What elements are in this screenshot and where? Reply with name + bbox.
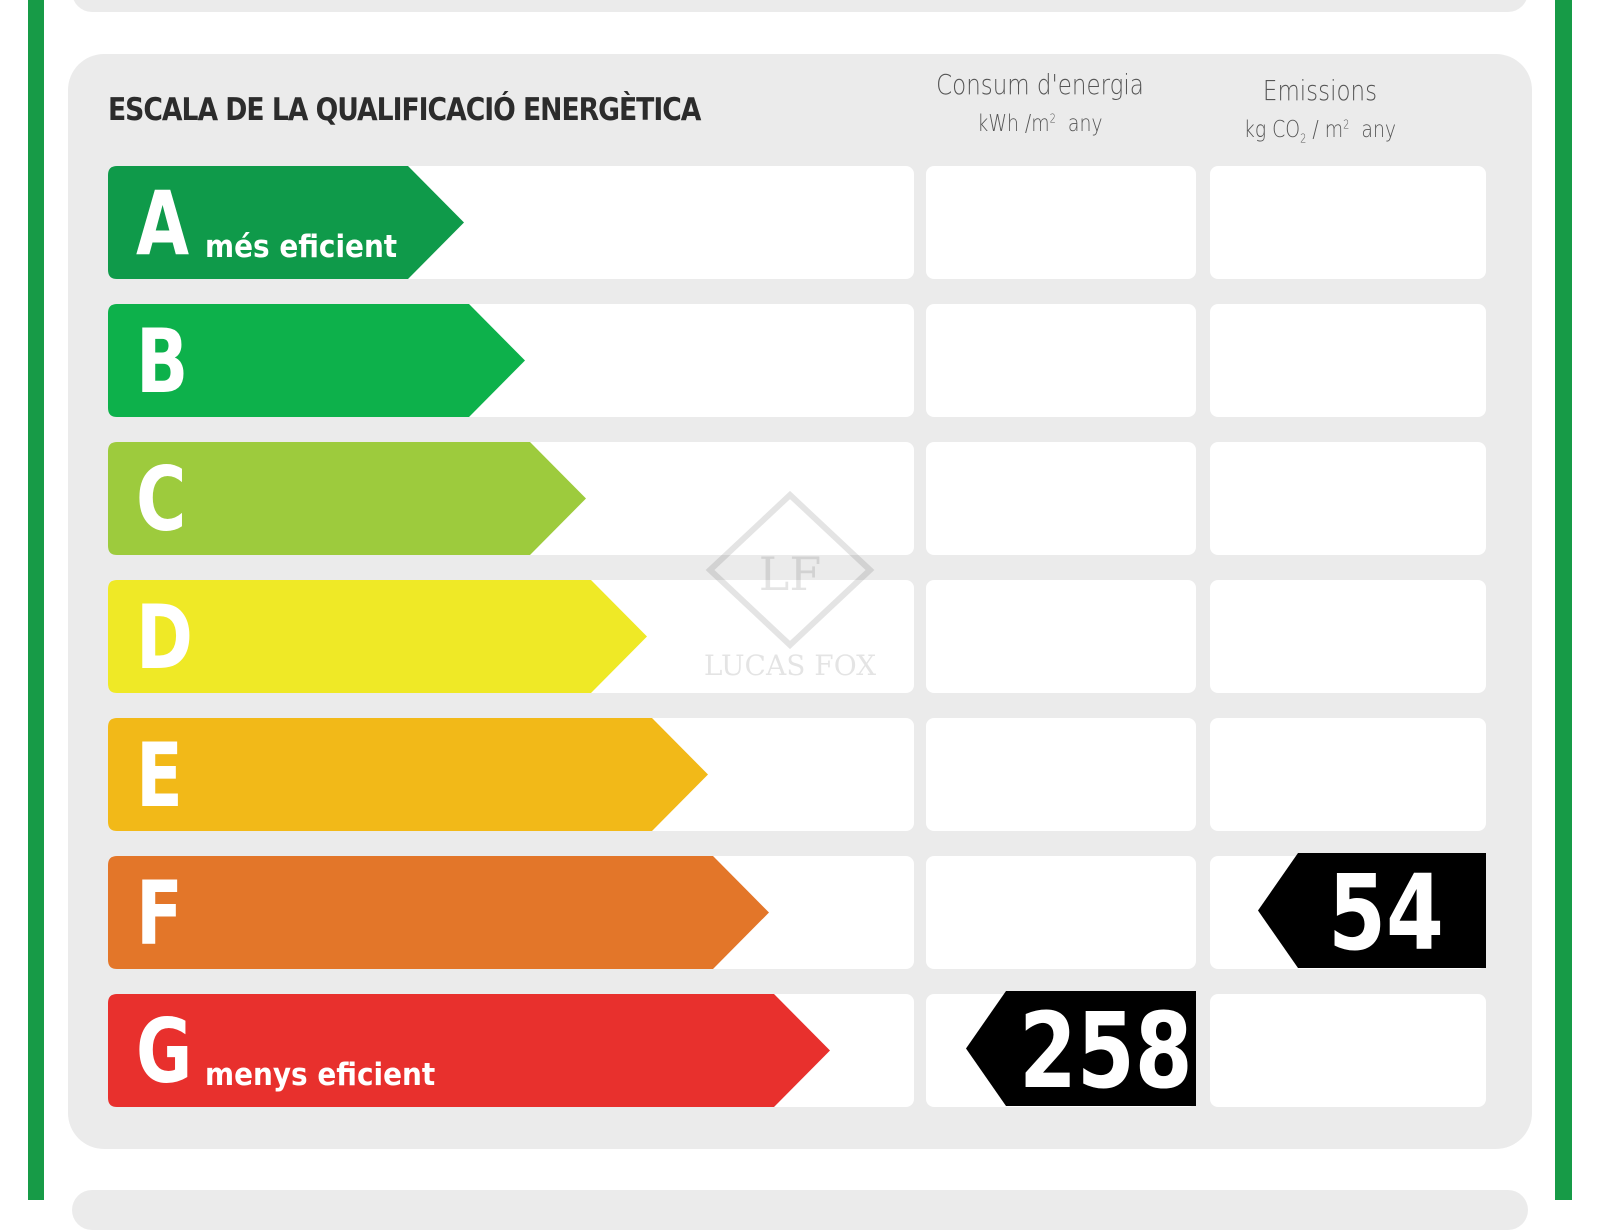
rating-letter-f: F	[136, 862, 183, 965]
row-b-energy-cell	[926, 304, 1196, 417]
rating-arrow-g	[108, 994, 830, 1107]
row-c-emissions-cell	[1210, 442, 1486, 555]
row-d-energy-cell	[926, 580, 1196, 693]
rating-arrow-d	[108, 580, 647, 693]
rating-letter-a: A	[136, 172, 190, 275]
rating-arrow-f	[108, 856, 769, 969]
energy-column-label: Consum d'energia	[936, 68, 1144, 101]
emissions-column-header: Emissions kg CO2 / m2 any	[1185, 74, 1455, 146]
emissions-column-unit: kg CO2 / m2 any	[1243, 117, 1397, 146]
row-b-emissions-cell	[1210, 304, 1486, 417]
row-d-emissions-cell	[1210, 580, 1486, 693]
svg-text:LUCAS FOX: LUCAS FOX	[704, 649, 876, 682]
emissions-value-tag: 54	[1258, 853, 1486, 968]
emissions-column-label: Emissions	[1262, 74, 1378, 107]
rating-subtitle-a: més eficient	[205, 229, 398, 265]
rating-arrow-b	[108, 304, 525, 417]
row-g-emissions-cell	[1210, 994, 1486, 1107]
scale-title: ESCALA DE LA QUALIFICACIÓ ENERGÈTICA	[108, 92, 701, 128]
bottom-strip	[72, 1190, 1528, 1230]
rating-arrow-e	[108, 718, 708, 831]
row-e-emissions-cell	[1210, 718, 1486, 831]
energy-column-unit: kWh /m2 any	[977, 111, 1103, 137]
top-strip	[72, 0, 1528, 12]
row-c-energy-cell	[926, 442, 1196, 555]
frame-right-border	[1555, 0, 1572, 1200]
rating-letter-c: C	[136, 448, 187, 551]
rating-arrow-a	[108, 166, 464, 279]
energy-value-tag: 258	[966, 991, 1196, 1106]
energy-value-tag-text: 258	[1019, 989, 1193, 1112]
rating-subtitle-g: menys eficient	[205, 1057, 436, 1093]
rating-letter-g: G	[136, 1000, 193, 1103]
energy-column-header: Consum d'energia kWh /m2 any	[905, 68, 1175, 137]
row-e-energy-cell	[926, 718, 1196, 831]
rating-arrow-c	[108, 442, 586, 555]
rating-letter-e: E	[136, 724, 183, 827]
emissions-value-tag-text: 54	[1328, 851, 1444, 974]
frame-left-border	[28, 0, 44, 1200]
row-a-emissions-cell	[1210, 166, 1486, 279]
lucas-fox-watermark-logo: LF LUCAS FOX	[704, 490, 876, 682]
svg-text:LF: LF	[759, 547, 821, 601]
row-f-energy-cell	[926, 856, 1196, 969]
energy-value-tag-shape	[966, 991, 1196, 1106]
emissions-value-tag-shape	[1258, 853, 1486, 968]
rating-letter-b: B	[136, 310, 189, 413]
rating-letter-d: D	[136, 586, 193, 689]
row-a-energy-cell	[926, 166, 1196, 279]
